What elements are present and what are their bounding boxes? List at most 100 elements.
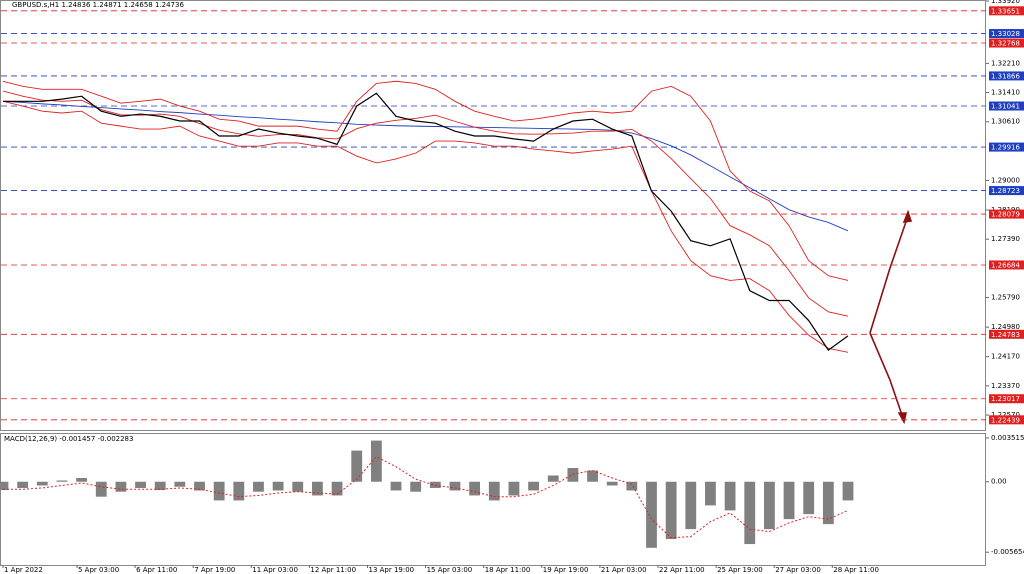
x-tick-label: 27 Apr 03:00 <box>775 566 821 574</box>
x-tick-label: 19 Apr 19:00 <box>543 566 589 574</box>
macd-bar <box>95 481 107 497</box>
level-label: 1.32768 <box>991 40 1020 48</box>
y-tick-label: 1.31410 <box>991 89 1020 97</box>
y-tick-label: 1.22570 <box>991 411 1020 419</box>
level-tag <box>989 186 1024 196</box>
macd-bar <box>685 481 697 530</box>
price-panel-frame <box>0 0 986 431</box>
macd-bar <box>429 481 441 488</box>
level-label: 1.22439 <box>991 416 1020 424</box>
macd-bar <box>665 481 677 540</box>
level-label: 1.26684 <box>991 261 1020 269</box>
macd-bar <box>724 481 736 511</box>
y-tick-label: 1.30610 <box>991 118 1020 126</box>
macd-bar <box>233 481 245 501</box>
macd-bar <box>763 481 775 530</box>
level-label: 1.24783 <box>991 331 1020 339</box>
level-tag <box>989 415 1024 425</box>
level-tag <box>989 142 1024 152</box>
y-tick-label: 1.32210 <box>991 59 1020 67</box>
macd-bar <box>174 481 186 487</box>
macd-bar <box>705 481 716 506</box>
macd-bar <box>76 477 88 482</box>
macd-bar <box>272 481 284 491</box>
macd-bar <box>135 481 146 488</box>
level-tag <box>989 329 1024 339</box>
x-tick-label: 21 Apr 03:00 <box>601 566 647 574</box>
y-tick-label: -0.005654 <box>991 548 1024 556</box>
chart-title: GBPUSD.s,H1 1.24836 1.24871 1.24658 1.24… <box>12 1 184 9</box>
macd-bar <box>213 481 225 501</box>
x-tick-label: 5 Apr 03:00 <box>78 566 119 574</box>
macd-bar <box>410 481 422 492</box>
macd-bar <box>606 481 618 486</box>
macd-bar <box>469 481 481 496</box>
x-tick-label: 15 Apr 03:00 <box>427 566 473 574</box>
macd-bar <box>547 475 559 482</box>
macd-bar <box>567 468 579 482</box>
macd-bar <box>626 481 638 491</box>
y-tick-label: 1.23370 <box>991 382 1020 390</box>
x-tick-label: 25 Apr 19:00 <box>717 566 763 574</box>
y-tick-label: 1.33920 <box>991 0 1020 5</box>
level-tag <box>989 6 1024 16</box>
price-line <box>2 100 849 353</box>
up-arrowhead <box>902 209 913 223</box>
forecast-arrows <box>869 209 913 425</box>
macd-bar <box>449 481 461 491</box>
y-tick-label: 1.24170 <box>991 353 1020 361</box>
macd-bar <box>842 481 854 501</box>
y-tick-label: 1.24980 <box>991 323 1020 331</box>
y-tick-label: 1.29000 <box>991 176 1020 184</box>
price-line <box>2 80 849 281</box>
macd-bar <box>292 481 304 492</box>
level-label: 1.28723 <box>991 187 1020 195</box>
level-label: 1.28079 <box>991 211 1020 219</box>
x-tick-label: 28 Apr 11:00 <box>833 566 879 574</box>
macd-bar <box>253 481 264 492</box>
level-label: 1.31041 <box>991 103 1020 111</box>
macd-bar <box>646 481 657 548</box>
macd-bar <box>331 481 343 496</box>
level-label: 1.31866 <box>991 72 1020 80</box>
level-tag <box>989 29 1024 39</box>
macd-bar <box>194 481 205 491</box>
y-tick-label: 1.25790 <box>991 294 1020 302</box>
macd-panel-frame <box>0 433 986 566</box>
macd-bar <box>312 481 323 496</box>
macd-title: MACD(12,26,9) -0.001457 -0.002283 <box>4 435 133 443</box>
macd-bar <box>744 481 756 545</box>
level-label: 1.33651 <box>991 7 1020 15</box>
x-tick-label: 7 Apr 19:00 <box>194 566 235 574</box>
signal-line <box>3 456 849 539</box>
level-label: 1.33028 <box>991 30 1020 38</box>
macd-bar <box>508 481 520 496</box>
macd-bar <box>115 481 127 492</box>
down-arrow <box>869 332 904 419</box>
macd-bar <box>390 481 402 491</box>
y-tick-label: 0.00 <box>991 478 1007 486</box>
macd-bar <box>351 450 363 482</box>
y-tick-label: 1.27390 <box>991 235 1020 243</box>
level-tag <box>989 260 1024 270</box>
level-tag <box>989 71 1024 81</box>
macd-bar <box>488 481 500 501</box>
level-tag <box>989 394 1024 404</box>
macd-bar <box>587 470 598 482</box>
x-tick-label: 18 Apr 11:00 <box>485 566 531 574</box>
x-tick-label: 13 Apr 19:00 <box>369 566 415 574</box>
level-tag <box>989 38 1024 48</box>
macd-bar <box>370 440 382 482</box>
macd-bar <box>36 481 48 486</box>
x-tick-label: 11 Apr 03:00 <box>252 566 298 574</box>
macd-bar <box>154 481 166 491</box>
macd-bar <box>56 480 68 482</box>
price-line <box>2 100 849 232</box>
level-label: 1.29916 <box>991 144 1020 152</box>
macd-bar <box>822 481 834 525</box>
level-tag <box>989 209 1024 219</box>
macd-bar <box>528 481 539 491</box>
level-label: 1.23017 <box>991 395 1020 403</box>
